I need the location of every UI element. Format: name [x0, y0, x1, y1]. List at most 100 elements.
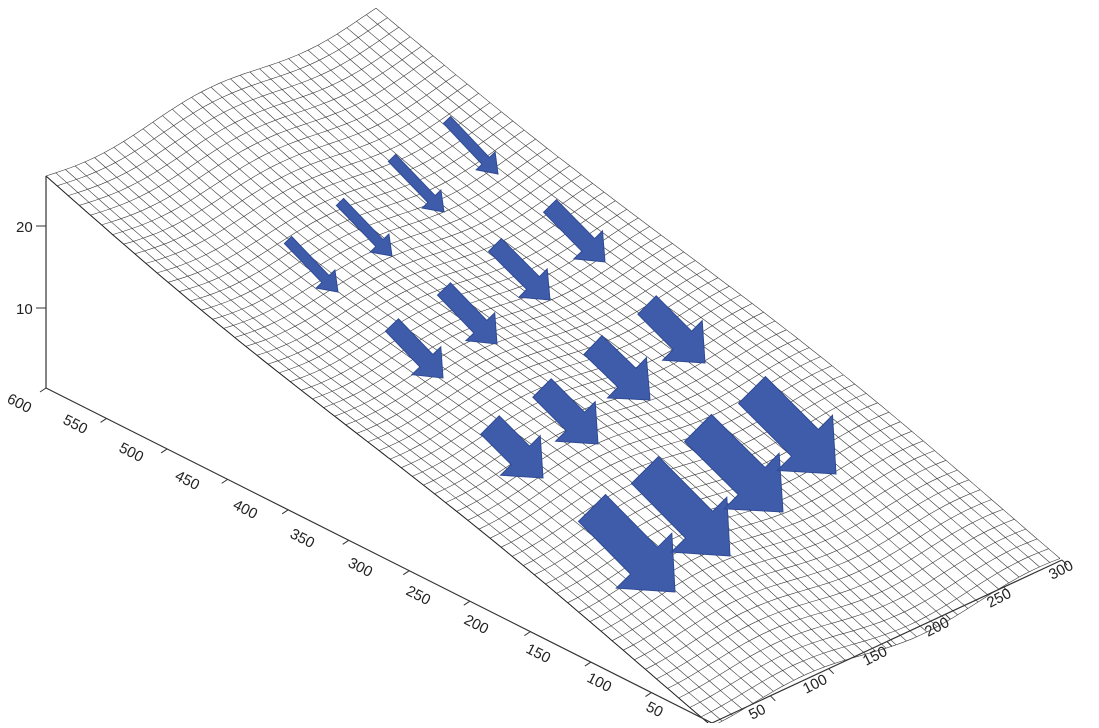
mesh-line-u: [65, 169, 733, 716]
mesh-line-v: [356, 260, 696, 434]
z-tick-label-20: 20: [16, 219, 33, 236]
mesh-line-u: [74, 165, 743, 710]
surface-edge: [45, 175, 713, 727]
y-tick-label-350: 350: [287, 525, 317, 552]
mesh-line-v: [245, 174, 582, 347]
y-tick-label-550: 550: [60, 411, 90, 438]
y-tick: [463, 600, 471, 606]
y-tick: [100, 418, 107, 423]
mesh-line-u: [366, 14, 1050, 563]
mesh-line-v: [312, 226, 650, 400]
mesh-line-u: [123, 141, 795, 681]
mesh-line-u: [181, 102, 856, 658]
y-tick-label-50: 50: [643, 698, 666, 721]
y-tick: [281, 509, 289, 515]
mesh-line-v: [112, 64, 445, 235]
mesh-line-u: [220, 82, 897, 646]
flow-arrow-10: [532, 378, 599, 445]
mesh-line-v: [212, 147, 548, 320]
x-tick: [1061, 559, 1068, 566]
mesh-line-v: [79, 36, 411, 206]
flow-arrow-1: [283, 235, 339, 293]
mesh-line-u: [142, 128, 815, 672]
mesh-line-v: [168, 111, 502, 283]
mesh-line-v: [256, 183, 593, 356]
y-tick-label-600: 600: [4, 390, 34, 417]
y-tick-label-450: 450: [172, 467, 202, 494]
mesh-line-v: [467, 347, 810, 521]
x-tick-label-300: 300: [1046, 557, 1076, 584]
flow-arrow-11: [583, 334, 651, 401]
y-tick: [221, 478, 228, 484]
mesh-line-v: [156, 102, 491, 274]
mesh-line-v: [645, 499, 992, 670]
mesh-line-v: [267, 191, 605, 365]
mesh-line-v: [689, 538, 1038, 708]
mesh-line-u: [375, 7, 1061, 559]
flow-arrow-5: [384, 318, 444, 379]
mesh-line-v: [656, 509, 1004, 680]
flow-arrows: [283, 115, 837, 593]
tick-marks: [36, 225, 1068, 728]
mesh-line-v: [634, 489, 981, 661]
z-tick-label-10: 10: [16, 301, 33, 318]
y-tick: [402, 570, 410, 576]
x-tick-label-200: 200: [922, 614, 952, 641]
mesh-line-v: [445, 329, 787, 503]
x-tick: [944, 613, 951, 620]
flow-arrow-2: [335, 197, 393, 257]
y-tick: [584, 661, 592, 667]
y-tick-label-250: 250: [403, 582, 433, 609]
mesh-line-v: [223, 156, 559, 329]
x-tick-label-250: 250: [984, 585, 1014, 612]
x-tick: [1003, 586, 1010, 593]
mesh-line-v: [434, 320, 776, 495]
flow-arrow-16: [737, 375, 837, 475]
flow-arrow-12: [637, 295, 706, 364]
mesh-line-v: [57, 17, 388, 187]
mesh-line-v: [90, 46, 422, 216]
mesh-line-u: [239, 74, 917, 638]
x-tick: [769, 695, 776, 702]
mesh-line-u: [113, 147, 784, 686]
y-tick-label-500: 500: [116, 439, 146, 466]
mesh-line-v: [101, 55, 434, 226]
mesh-line-v: [667, 518, 1015, 689]
y-tick: [342, 539, 350, 545]
mesh-line-v: [423, 311, 764, 486]
y-tick: [39, 387, 47, 393]
y-tick-label-300: 300: [345, 554, 375, 581]
mesh-line-v: [345, 251, 684, 426]
x-tick: [828, 668, 835, 675]
surface-mesh: [45, 7, 1061, 727]
mesh-line-u: [171, 108, 846, 661]
x-tick-label-150: 150: [860, 643, 890, 670]
mesh-line-v: [623, 479, 969, 651]
mesh-line-u: [230, 78, 907, 642]
mesh-line-v: [123, 74, 456, 245]
mesh-line-v: [134, 83, 468, 255]
flow-arrow-4: [442, 115, 499, 175]
y-tick-label-200: 200: [461, 611, 491, 638]
mesh-line-u: [94, 157, 764, 698]
mesh-line-v: [45, 7, 377, 177]
flow-arrow-13: [577, 493, 676, 593]
mesh-line-v: [611, 469, 958, 641]
mesh-line-u: [210, 86, 887, 649]
x-tick: [886, 641, 893, 647]
mesh-line-u: [201, 91, 877, 652]
mesh-line-v: [678, 528, 1026, 699]
mesh-line-v: [600, 460, 947, 632]
flow-arrow-8: [542, 198, 606, 263]
mesh-line-u: [104, 152, 774, 692]
mesh-line-u: [191, 97, 866, 655]
flow-arrow-6: [436, 282, 498, 345]
mesh-line-v: [234, 165, 570, 338]
y-tick: [524, 631, 531, 637]
y-tick-label-400: 400: [230, 496, 260, 523]
mesh-line-v: [145, 93, 479, 264]
y-tick: [645, 692, 652, 697]
flow-arrow-7: [487, 237, 551, 301]
